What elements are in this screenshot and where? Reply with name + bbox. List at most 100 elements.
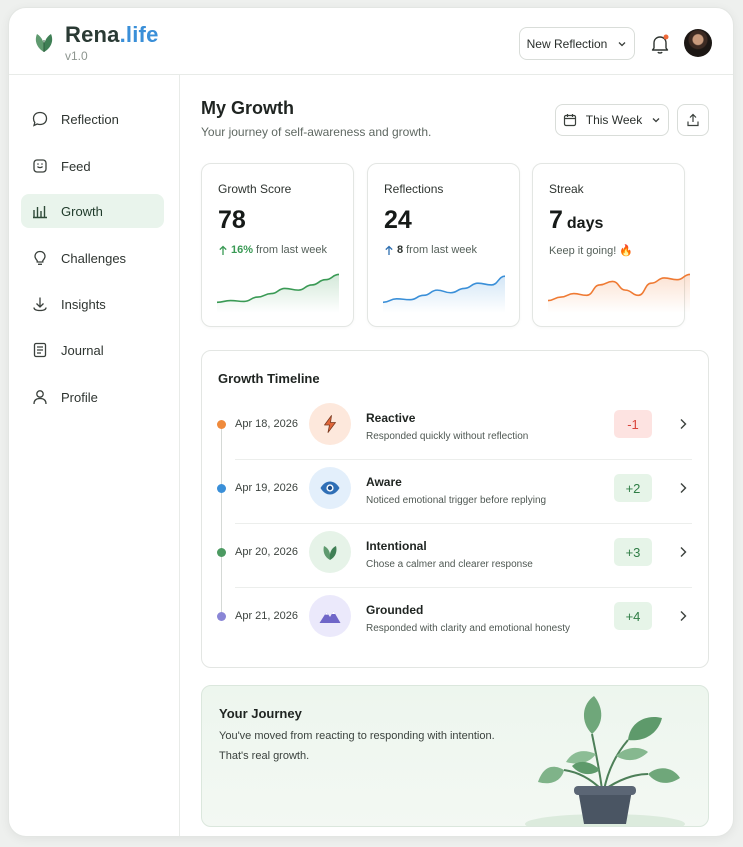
notification-bell-icon[interactable]: [650, 33, 670, 55]
entry-icon: [309, 403, 351, 445]
entry-icon: [309, 467, 351, 509]
sidebar: Reflection Feed Growth Challenges Insigh…: [9, 75, 180, 836]
chat-bubble-icon: [32, 111, 48, 127]
card-value: 24: [384, 206, 412, 234]
share-upload-icon: [687, 113, 699, 127]
sidebar-item-label: Journal: [61, 342, 104, 358]
top-header: Rena.life v1.0 New Reflection: [9, 8, 733, 75]
lightning-icon: [324, 415, 336, 433]
sidebar-item-reflection[interactable]: Reflection: [21, 102, 164, 136]
leaf-icon: [323, 546, 337, 560]
journey-line-1: You've moved from reacting to responding…: [219, 730, 495, 742]
user-avatar[interactable]: [684, 29, 712, 57]
entry-date: Apr 20, 2026: [235, 546, 298, 558]
sidebar-item-challenges[interactable]: Challenges: [21, 241, 164, 275]
card-value: 7 days: [549, 206, 603, 235]
entry-description: Responded quickly without reflection: [366, 431, 529, 442]
timeline-row[interactable]: Apr 21, 2026 Grounded Responded with cla…: [202, 588, 710, 652]
chevron-down-icon: [618, 41, 626, 46]
sidebar-item-journal[interactable]: Journal: [21, 333, 164, 367]
sparkline-series: [382, 275, 506, 304]
export-button[interactable]: [677, 104, 709, 136]
sparkline-series: [547, 273, 691, 302]
potted-plant-icon: [525, 696, 685, 826]
entry-name: Intentional: [366, 539, 427, 553]
journey-line-2: That's real growth.: [219, 750, 310, 762]
sidebar-item-label: Profile: [61, 389, 98, 405]
chevron-right-icon[interactable]: [677, 545, 689, 559]
entry-icon: [309, 531, 351, 573]
score-change-badge: +3: [614, 538, 652, 566]
period-label: This Week: [585, 113, 643, 127]
app-window: Rena.life v1.0 New Reflection Reflection…: [8, 7, 734, 837]
delta-text: from last week: [406, 244, 478, 256]
timeline-dot: [217, 548, 226, 557]
entry-name: Aware: [366, 475, 402, 489]
card-label: Streak: [549, 182, 584, 196]
sidebar-item-profile[interactable]: Profile: [21, 380, 164, 414]
timeline-row[interactable]: Apr 20, 2026 Intentional Chose a calmer …: [202, 524, 710, 588]
chevron-right-icon[interactable]: [677, 417, 689, 431]
sparkline-area: [383, 276, 505, 313]
card-value: 78: [218, 206, 246, 234]
main-content: My Growth Your journey of self-awareness…: [180, 75, 733, 836]
card-label: Reflections: [384, 182, 444, 196]
growth-score-card[interactable]: Growth Score 78 16% from last week: [201, 163, 354, 327]
sidebar-item-label: Reflection: [61, 111, 119, 127]
streak-note: Keep it going! 🔥: [549, 245, 634, 257]
leaf-logo-icon: [35, 34, 53, 52]
timeline-dot: [217, 612, 226, 621]
timeline-dot: [217, 420, 226, 429]
chevron-down-icon: [652, 118, 660, 123]
journal-icon: [33, 342, 47, 358]
streak-unit: days: [566, 215, 604, 232]
entry-description: Responded with clarity and emotional hon…: [366, 623, 571, 634]
brand-name[interactable]: Rena.life: [65, 22, 159, 47]
period-select[interactable]: This Week: [555, 104, 669, 136]
row-divider: [235, 587, 692, 588]
sparkline-area: [548, 274, 690, 313]
bar-chart-icon: [33, 206, 47, 219]
sidebar-item-insights[interactable]: Insights: [21, 287, 164, 321]
timeline-row[interactable]: Apr 19, 2026 Aware Noticed emotional tri…: [202, 460, 710, 524]
sidebar-item-growth[interactable]: Growth: [21, 194, 164, 228]
timeline-row[interactable]: Apr 18, 2026 Reactive Responded quickly …: [202, 396, 710, 460]
sidebar-item-label: Challenges: [61, 250, 127, 266]
entry-date: Apr 21, 2026: [235, 610, 298, 622]
sparkline-series: [216, 273, 340, 304]
card-delta: 8 from last week: [384, 244, 477, 256]
sidebar-item-label: Insights: [61, 296, 106, 312]
user-icon: [33, 390, 47, 405]
streak-card[interactable]: Streak 7 days Keep it going! 🔥: [532, 163, 691, 327]
delta-value: 8: [397, 244, 404, 256]
timeline-dot: [217, 484, 226, 493]
entry-name: Reactive: [366, 411, 416, 425]
chevron-right-icon[interactable]: [677, 481, 689, 495]
entry-description: Chose a calmer and clearer response: [366, 559, 533, 570]
page-title: My Growth: [201, 98, 294, 118]
streak-number: 7: [549, 206, 563, 234]
chevron-right-icon[interactable]: [677, 609, 689, 623]
insights-icon: [33, 297, 47, 312]
score-change-badge: -1: [614, 410, 652, 438]
delta-text: from last week: [256, 244, 327, 256]
entry-date: Apr 19, 2026: [235, 482, 298, 494]
entry-icon: [309, 595, 351, 637]
row-divider: [235, 523, 692, 524]
feed-icon: [33, 159, 47, 173]
reflections-card[interactable]: Reflections 24 8 from last week: [367, 163, 520, 327]
streak-sparkline: [547, 273, 691, 313]
app-version: v1.0: [65, 49, 88, 63]
eye-icon: [320, 481, 340, 495]
card-delta: 16% from last week: [218, 244, 327, 256]
row-divider: [235, 459, 692, 460]
entry-name: Grounded: [366, 603, 424, 617]
arrow-up-icon: [385, 245, 393, 255]
reflections-sparkline: [382, 275, 506, 313]
delta-value: 16%: [231, 244, 254, 256]
new-reflection-button[interactable]: New Reflection: [519, 27, 635, 60]
score-change-badge: +4: [614, 602, 652, 630]
sidebar-item-feed[interactable]: Feed: [21, 149, 164, 183]
page-subtitle: Your journey of self-awareness and growt…: [201, 125, 432, 139]
sparkline-area: [217, 274, 339, 313]
